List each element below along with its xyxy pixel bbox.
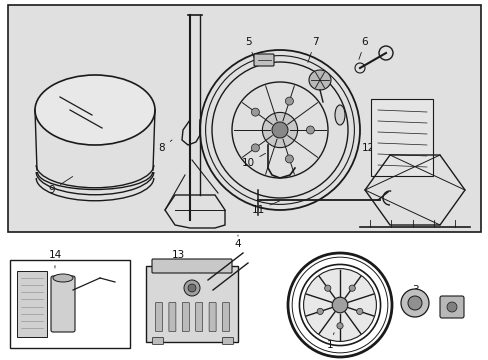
Ellipse shape <box>35 75 155 145</box>
FancyBboxPatch shape <box>253 54 273 66</box>
FancyBboxPatch shape <box>209 302 216 332</box>
Circle shape <box>306 126 314 134</box>
Text: 1: 1 <box>326 333 333 350</box>
Text: 10: 10 <box>241 153 265 168</box>
FancyBboxPatch shape <box>146 266 238 342</box>
Circle shape <box>183 280 200 296</box>
Text: 4: 4 <box>234 235 241 249</box>
Text: 13: 13 <box>171 250 184 266</box>
Text: 9: 9 <box>49 176 73 195</box>
Circle shape <box>331 297 347 313</box>
Ellipse shape <box>308 70 330 90</box>
Circle shape <box>187 284 196 292</box>
Text: 3: 3 <box>411 285 417 302</box>
Text: 11: 11 <box>251 201 279 215</box>
Ellipse shape <box>53 274 73 282</box>
Circle shape <box>251 144 259 152</box>
FancyBboxPatch shape <box>370 99 432 176</box>
Text: 14: 14 <box>48 250 61 268</box>
Bar <box>8 5 480 232</box>
Text: 12: 12 <box>361 143 382 160</box>
Circle shape <box>324 285 330 291</box>
FancyBboxPatch shape <box>152 338 163 345</box>
Circle shape <box>348 285 355 291</box>
FancyBboxPatch shape <box>439 296 463 318</box>
Circle shape <box>262 112 297 148</box>
FancyBboxPatch shape <box>51 276 75 332</box>
Circle shape <box>400 289 428 317</box>
Ellipse shape <box>334 105 345 125</box>
Circle shape <box>356 308 362 315</box>
FancyBboxPatch shape <box>17 271 47 337</box>
Text: 7: 7 <box>307 37 318 62</box>
Circle shape <box>407 296 421 310</box>
FancyBboxPatch shape <box>155 302 162 332</box>
FancyBboxPatch shape <box>168 302 176 332</box>
Text: 2: 2 <box>443 298 455 308</box>
Circle shape <box>316 308 323 315</box>
Circle shape <box>303 269 376 341</box>
FancyBboxPatch shape <box>152 259 231 273</box>
Circle shape <box>285 97 293 105</box>
Text: 8: 8 <box>159 140 172 153</box>
Circle shape <box>251 108 259 116</box>
Circle shape <box>446 302 456 312</box>
Circle shape <box>271 122 287 138</box>
Text: 6: 6 <box>358 37 367 59</box>
FancyBboxPatch shape <box>182 302 189 332</box>
Bar <box>10 260 130 348</box>
Circle shape <box>285 155 293 163</box>
FancyBboxPatch shape <box>195 302 203 332</box>
Circle shape <box>336 323 343 329</box>
Text: 5: 5 <box>244 37 257 66</box>
FancyBboxPatch shape <box>222 302 229 332</box>
FancyBboxPatch shape <box>222 338 233 345</box>
